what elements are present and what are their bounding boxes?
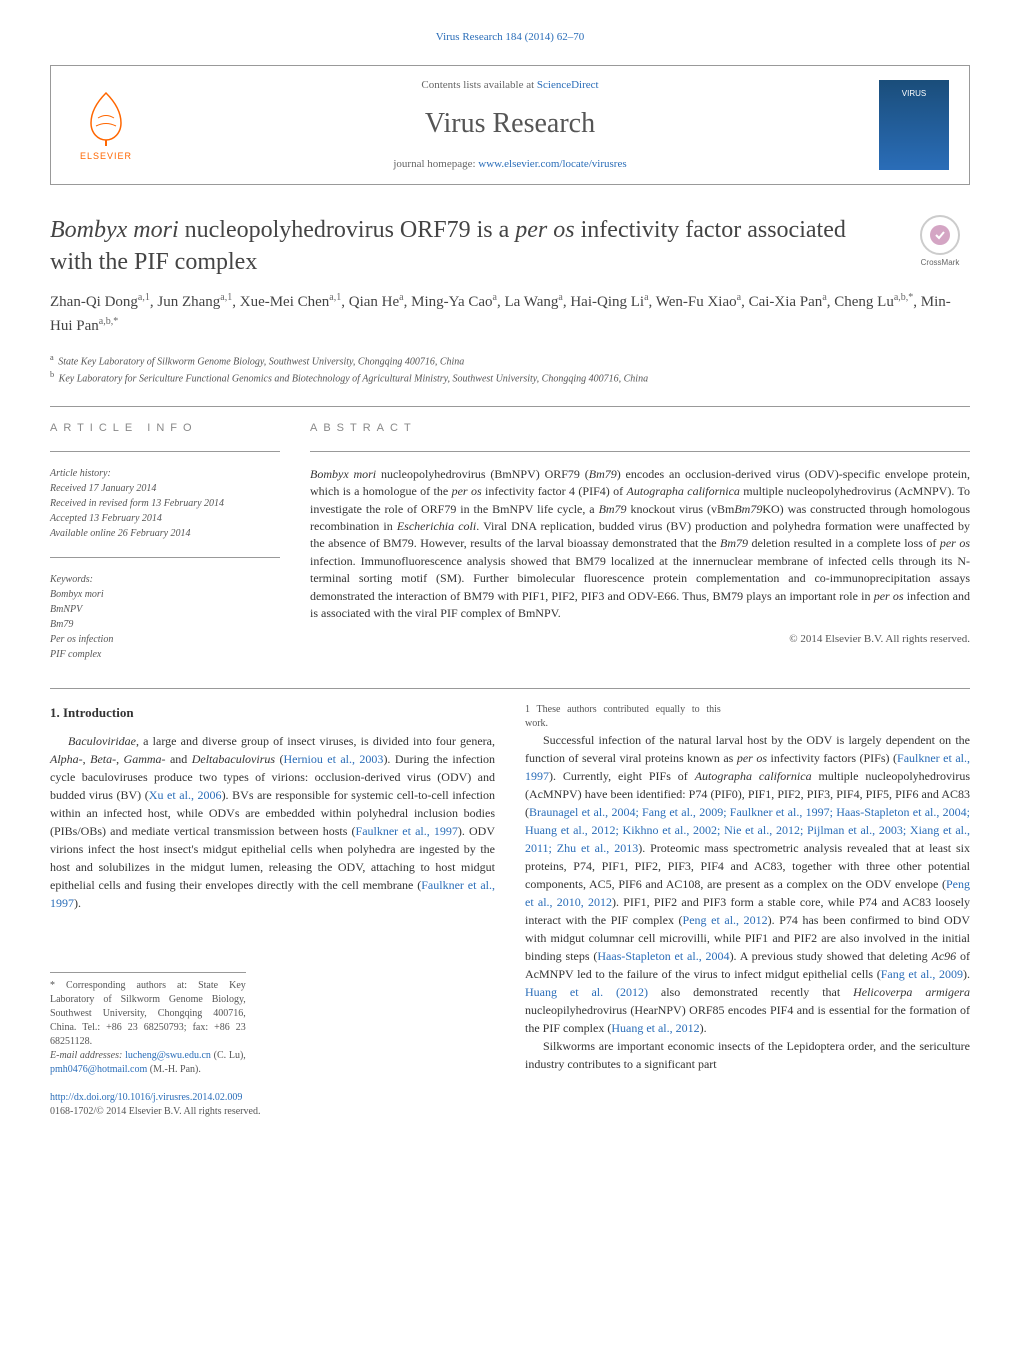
info-abstract-row: ARTICLE INFO Article history: Received 1…	[50, 421, 970, 661]
article-info-head: ARTICLE INFO	[50, 421, 280, 436]
journal-header-box: ELSEVIER Contents lists available at Sci…	[50, 65, 970, 185]
separator-3	[50, 557, 280, 558]
article-info-col: ARTICLE INFO Article history: Received 1…	[50, 421, 280, 661]
elsevier-label: ELSEVIER	[80, 150, 132, 163]
separator-5	[50, 688, 970, 689]
intro-para-1: Baculoviridae, a large and diverse group…	[50, 732, 495, 912]
abstract-text: Bombyx mori nucleopolyhedrovirus (BmNPV)…	[310, 466, 970, 623]
email-link-1[interactable]: lucheng@swu.edu.cn	[125, 1050, 211, 1061]
article-history: Article history: Received 17 January 201…	[50, 466, 280, 541]
doi-line: http://dx.doi.org/10.1016/j.virusres.201…	[50, 1091, 970, 1105]
header-center: Contents lists available at ScienceDirec…	[141, 78, 879, 172]
citation-link[interactable]: Virus Research 184 (2014) 62–70	[436, 31, 584, 43]
separator-4	[310, 451, 970, 452]
author-list: Zhan-Qi Donga,1, Jun Zhanga,1, Xue-Mei C…	[50, 290, 970, 338]
separator-2	[50, 451, 280, 452]
crossmark-badge[interactable]: CrossMark	[910, 215, 970, 268]
homepage-line: journal homepage: www.elsevier.com/locat…	[141, 157, 879, 172]
abstract-head: ABSTRACT	[310, 421, 970, 436]
email-label: E-mail addresses:	[50, 1050, 125, 1061]
corresponding-note: * Corresponding authors at: State Key La…	[50, 979, 246, 1049]
title-ital2: per os	[515, 217, 574, 243]
intro-heading: 1. Introduction	[50, 703, 495, 723]
article-title: Bombyx mori nucleopolyhedrovirus ORF79 i…	[50, 215, 910, 277]
title-ital1: Bombyx mori	[50, 217, 179, 243]
crossmark-icon	[920, 215, 960, 255]
email-line: E-mail addresses: lucheng@swu.edu.cn (C.…	[50, 1049, 246, 1077]
abstract-copyright: © 2014 Elsevier B.V. All rights reserved…	[310, 632, 970, 647]
email1-who: (C. Lu),	[211, 1050, 246, 1061]
elsevier-tree-icon	[76, 88, 136, 148]
title-mid: nucleopolyhedrovirus ORF79 is a	[179, 217, 516, 243]
email-link-2[interactable]: pmh0476@hotmail.com	[50, 1064, 147, 1075]
equal-contrib-note: 1 These authors contributed equally to t…	[525, 703, 721, 731]
citation-header: Virus Research 184 (2014) 62–70	[50, 30, 970, 45]
intro-para-3: Silkworms are important economic insects…	[525, 1037, 970, 1073]
keywords-label: Keywords:	[50, 572, 280, 587]
abstract-col: ABSTRACT Bombyx mori nucleopolyhedroviru…	[310, 421, 970, 661]
homepage-prefix: journal homepage:	[393, 158, 478, 170]
sciencedirect-link[interactable]: ScienceDirect	[537, 79, 599, 91]
elsevier-logo: ELSEVIER	[71, 85, 141, 165]
contents-line: Contents lists available at ScienceDirec…	[141, 78, 879, 93]
contents-prefix: Contents lists available at	[421, 79, 536, 91]
email2-who: (M.-H. Pan).	[147, 1064, 201, 1075]
separator-1	[50, 406, 970, 407]
cover-label: VIRUS	[902, 88, 926, 99]
intro-para-2: Successful infection of the natural larv…	[525, 731, 970, 1037]
bottom-copyright: 0168-1702/© 2014 Elsevier B.V. All right…	[50, 1105, 970, 1119]
history-label: Article history:	[50, 466, 280, 481]
keywords-block: Keywords: Bombyx moriBmNPVBm79Per os inf…	[50, 572, 280, 662]
crossmark-label: CrossMark	[921, 257, 960, 268]
affiliations: a State Key Laboratory of Silkworm Genom…	[50, 352, 970, 387]
journal-cover-thumb: VIRUS	[879, 80, 949, 170]
body-columns: 1. Introduction Baculoviridae, a large a…	[50, 703, 970, 1078]
homepage-link[interactable]: www.elsevier.com/locate/virusres	[478, 158, 626, 170]
doi-link[interactable]: http://dx.doi.org/10.1016/j.virusres.201…	[50, 1092, 242, 1103]
title-row: Bombyx mori nucleopolyhedrovirus ORF79 i…	[50, 215, 970, 277]
journal-title: Virus Research	[141, 104, 879, 143]
